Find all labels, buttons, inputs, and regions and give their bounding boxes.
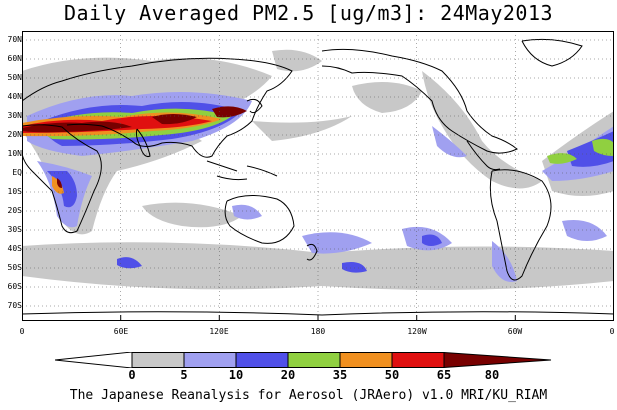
lon-label: 60W (507, 327, 523, 336)
lat-label: 40N (7, 92, 22, 101)
credit-line: The Japanese Reanalysis for Aerosol (JRA… (69, 388, 548, 403)
colorbar-label: 0 (128, 368, 136, 382)
colorbar-bin (287, 352, 341, 368)
lat-label: 30N (7, 111, 22, 120)
lat-label: 70N (7, 35, 22, 44)
colorbar-bin (391, 352, 445, 368)
colorbar-label: 80 (484, 368, 500, 382)
colorbar-label: 5 (180, 368, 188, 382)
colorbar-bin (235, 352, 289, 368)
colorbar-label: 10 (228, 368, 244, 382)
colorbar-bin (443, 351, 552, 369)
colorbar-bin (54, 351, 133, 369)
lat-label: 50S (7, 263, 22, 272)
coastlines (22, 38, 614, 316)
lat-label: 10N (7, 149, 22, 158)
pm25-map (22, 31, 614, 321)
lat-label: 70S (7, 301, 22, 310)
colorbar-label: 20 (280, 368, 296, 382)
colorbar-label: 35 (332, 368, 348, 382)
lon-label: 120W (407, 327, 427, 336)
lat-label: 60N (7, 54, 22, 63)
lon-label: 0 (19, 327, 25, 336)
lat-label: 40S (7, 244, 22, 253)
lat-label: 30S (7, 225, 22, 234)
lon-label: 120E (209, 327, 229, 336)
lat-label: 20N (7, 130, 22, 139)
lon-label: 60E (113, 327, 129, 336)
colorbar (54, 351, 552, 369)
lat-label: EQ (12, 168, 22, 177)
colorbar-label: 50 (384, 368, 400, 382)
lat-label: 10S (7, 187, 22, 196)
lat-label: 50N (7, 73, 22, 82)
lat-label: 20S (7, 206, 22, 215)
pm25-field (22, 49, 614, 290)
lon-label: 180 (310, 327, 326, 336)
colorbar-label: 65 (436, 368, 452, 382)
axis-ticks (120, 315, 516, 321)
lon-label: 0 (609, 327, 615, 336)
lat-label: 60S (7, 282, 22, 291)
colorbar-bin (339, 352, 393, 368)
colorbar-bin (183, 352, 237, 368)
map-title: Daily Averaged PM2.5 [ug/m3]: 24May2013 (63, 1, 554, 25)
colorbar-bin (131, 352, 185, 368)
graticule (22, 31, 614, 321)
